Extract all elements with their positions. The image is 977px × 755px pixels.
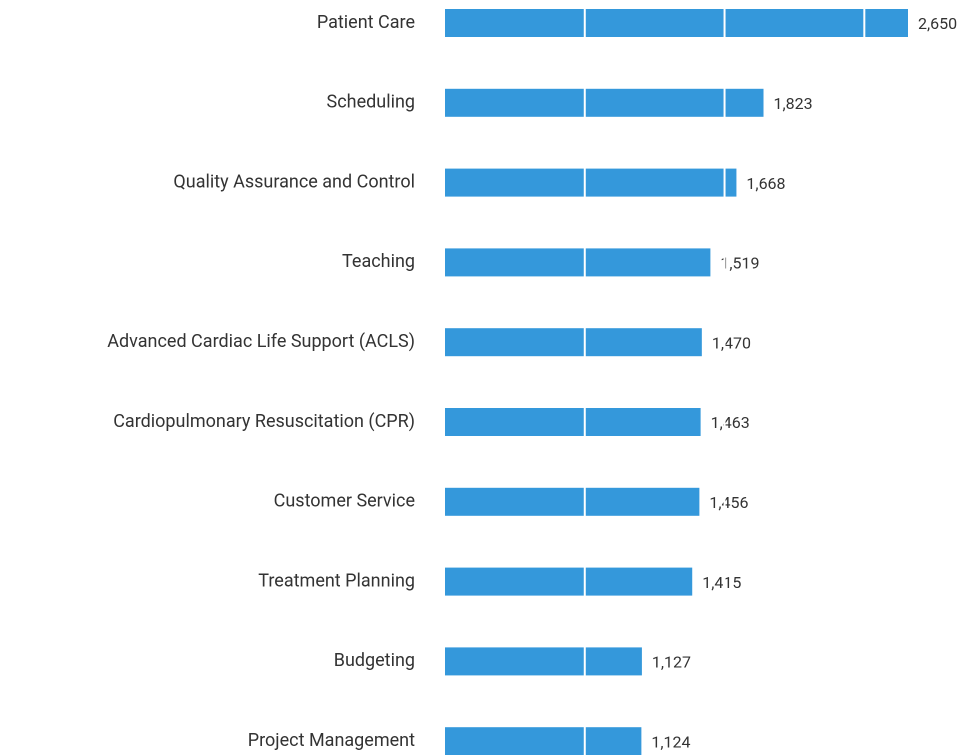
value-label: 1,456: [709, 493, 748, 512]
value-label: 2,650: [918, 14, 957, 33]
category-label: Project Management: [248, 730, 415, 751]
bar: [445, 567, 693, 596]
bar: [445, 487, 700, 516]
category-label: Budgeting: [334, 650, 415, 671]
bar: [445, 88, 764, 117]
bar: [445, 647, 642, 676]
bar: [445, 9, 908, 37]
category-label: Advanced Cardiac Life Support (ACLS): [107, 331, 415, 352]
category-label: Teaching: [342, 251, 415, 272]
bar: [445, 168, 737, 197]
bar: [445, 408, 701, 436]
value-label: 1,124: [651, 732, 690, 751]
value-label: 1,415: [702, 573, 741, 592]
category-label: Cardiopulmonary Resuscitation (CPR): [113, 411, 415, 432]
value-label: 1,823: [774, 94, 813, 113]
value-label: 1,470: [712, 333, 751, 352]
category-label: Customer Service: [274, 491, 415, 512]
category-label: Treatment Planning: [258, 570, 415, 591]
bar: [445, 248, 711, 277]
category-label: Patient Care: [317, 12, 415, 33]
value-label: 1,463: [711, 413, 750, 432]
category-label: Scheduling: [327, 92, 415, 113]
value-label: 1,668: [746, 174, 785, 193]
value-label: 1,519: [720, 254, 759, 273]
value-label: 1,127: [652, 653, 691, 672]
bar: [445, 328, 702, 357]
bar: [445, 727, 642, 755]
category-label: Quality Assurance and Control: [173, 171, 415, 192]
